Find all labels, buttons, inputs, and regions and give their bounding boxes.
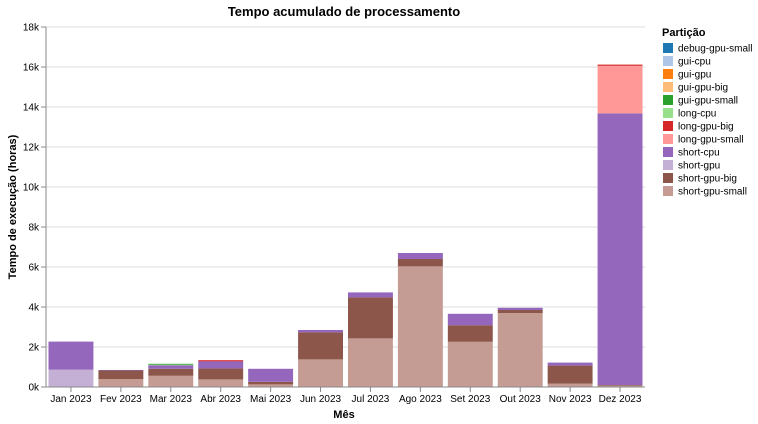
bar-segment-short-gpu-big <box>248 381 294 385</box>
x-tick-label: Set 2023 <box>450 394 490 405</box>
x-tick-label: Mar 2023 <box>150 394 193 405</box>
legend-label: gui-gpu <box>678 70 711 81</box>
bar-segment-short-cpu <box>397 253 443 259</box>
bar-segment-short-gpu-big <box>447 325 493 342</box>
legend-swatch <box>663 108 673 118</box>
legend-swatch <box>663 134 673 144</box>
x-tick-label: Mai 2023 <box>250 394 292 405</box>
y-tick-label: 18k <box>23 23 40 34</box>
bar-segment-short-gpu-big <box>148 368 194 376</box>
bar-segment-short-gpu-big <box>347 297 393 339</box>
bar-segment-short-gpu-small <box>447 341 493 387</box>
bar-segment-short-gpu-small <box>547 383 593 387</box>
legend-label: long-cpu <box>678 109 716 120</box>
y-tick-label: 6k <box>28 263 40 274</box>
y-tick-label: 14k <box>23 103 40 114</box>
legend-swatch <box>663 95 673 105</box>
bar-segment-short-cpu <box>248 368 294 382</box>
bar-segment-short-gpu-small <box>347 338 393 387</box>
x-tick-label: Nov 2023 <box>549 394 592 405</box>
x-tick-label: Fev 2023 <box>100 394 142 405</box>
bar-segment-short-cpu <box>298 330 344 333</box>
bar-segment-long-gpu-big <box>597 64 643 66</box>
bar-segment-gui-gpu-small <box>148 363 194 365</box>
bar-segment-short-gpu-small <box>148 375 194 387</box>
legend-swatch <box>663 186 673 196</box>
legend-swatch <box>663 43 673 53</box>
legend-label: short-gpu-small <box>678 187 747 198</box>
x-tick-label: Out 2023 <box>500 394 542 405</box>
legend-swatch <box>663 173 673 183</box>
legend-label: short-gpu <box>678 161 720 172</box>
gridlines <box>46 26 645 388</box>
legend-swatch <box>663 69 673 79</box>
bar-segment-short-cpu <box>98 370 144 371</box>
bar-segment-long-cpu <box>148 364 194 366</box>
x-axis-title: Mês <box>333 409 354 421</box>
legend-title: Partição <box>662 27 706 39</box>
bars <box>48 64 643 387</box>
bar-segment-short-gpu-small <box>298 359 344 387</box>
bar-segment-short-gpu <box>48 369 94 387</box>
bar-segment-short-gpu-big <box>198 368 244 380</box>
y-tick-label: 8k <box>28 223 40 234</box>
chart-title: Tempo acumulado de processamento <box>228 4 460 19</box>
bar-segment-short-cpu <box>48 341 94 370</box>
bar-segment-short-gpu-small <box>198 379 244 387</box>
legend-label: short-gpu-big <box>678 174 737 185</box>
legend-label: long-gpu-small <box>678 135 744 146</box>
y-axis-ticks: 0k 2k 4k 6k 8k 10k 12k 14k 16k 18k <box>23 23 46 394</box>
legend-label: gui-cpu <box>678 57 711 68</box>
bar-segment-short-cpu <box>347 292 393 298</box>
bar-segment-short-gpu-small <box>597 385 643 387</box>
x-tick-label: Abr 2023 <box>200 394 241 405</box>
y-tick-label: 2k <box>28 343 40 354</box>
bar-segment-short-cpu <box>497 307 543 310</box>
bar-segment-short-cpu <box>447 313 493 326</box>
y-tick-label: 0k <box>28 383 40 394</box>
bar-segment-short-gpu-big <box>497 310 543 313</box>
bar-segment-short-gpu-big <box>597 385 643 386</box>
bar-segment-short-gpu-small <box>248 384 294 387</box>
x-tick-label: Jul 2023 <box>352 394 390 405</box>
axes <box>45 27 645 388</box>
x-tick-label: Jun 2023 <box>300 394 342 405</box>
x-tick-label: Ago 2023 <box>399 394 442 405</box>
bar-segment-long-gpu-big <box>198 360 244 362</box>
y-tick-label: 4k <box>28 303 40 314</box>
bar-segment-short-gpu-small <box>397 266 443 387</box>
bar-segment-short-cpu <box>198 361 244 369</box>
y-tick-label: 16k <box>23 63 40 74</box>
legend-swatch <box>663 56 673 66</box>
x-tick-label: Jan 2023 <box>50 394 92 405</box>
bar-segment-short-gpu-big <box>298 332 344 360</box>
bar-segment-short-cpu <box>597 113 643 386</box>
bar-segment-short-cpu <box>547 362 593 366</box>
legend-label: gui-gpu-small <box>678 96 738 107</box>
legend-swatch <box>663 147 673 157</box>
legend-label: gui-gpu-big <box>678 83 728 94</box>
legend-label: long-gpu-big <box>678 122 734 133</box>
bar-segment-short-gpu-small <box>98 379 144 387</box>
legend: Partição debug-gpu-small gui-cpu gui-gpu gu… <box>662 27 753 198</box>
legend-label: short-cpu <box>678 148 720 159</box>
x-tick-label: Dez 2023 <box>599 394 642 405</box>
y-tick-label: 10k <box>23 183 40 194</box>
x-axis-ticks: Jan 2023 Fev 2023 Mar 2023 Abr 2023 Mai 2023… <box>50 387 642 405</box>
legend-swatch <box>663 82 673 92</box>
y-axis-title: Tempo de execução (horas) <box>7 134 19 279</box>
legend-swatch <box>663 160 673 170</box>
legend-label: debug-gpu-small <box>678 44 753 55</box>
bar-segment-short-gpu-small <box>497 313 543 387</box>
bar-segment-short-gpu-big <box>98 370 144 379</box>
legend-swatch <box>663 121 673 131</box>
y-tick-label: 12k <box>23 143 40 154</box>
bar-segment-short-gpu-big <box>397 259 443 267</box>
bar-segment-short-gpu-big <box>547 365 593 384</box>
bar-segment-short-cpu <box>148 365 194 369</box>
bar-segment-long-gpu-small <box>597 65 643 114</box>
